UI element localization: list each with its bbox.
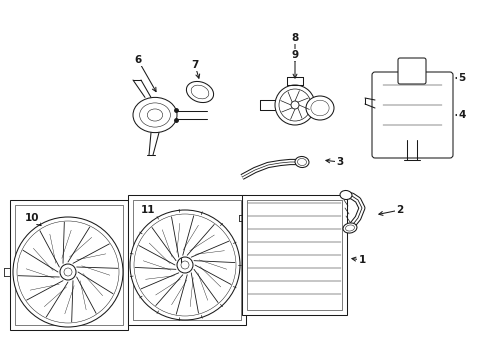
Ellipse shape [311,100,329,116]
Text: 6: 6 [134,55,142,65]
Ellipse shape [133,98,177,132]
Circle shape [134,214,236,316]
Circle shape [181,261,189,269]
Text: 7: 7 [191,60,198,70]
Ellipse shape [140,103,171,127]
FancyBboxPatch shape [398,58,426,84]
Text: 8: 8 [292,33,298,43]
Text: 11: 11 [141,205,155,215]
Circle shape [279,89,311,121]
Circle shape [13,217,123,327]
Bar [15,205,123,325]
Ellipse shape [306,96,334,120]
Circle shape [291,101,299,109]
Ellipse shape [340,190,352,199]
FancyBboxPatch shape [372,72,453,158]
Bar [10,200,128,330]
Bar [133,200,241,320]
Text: 10: 10 [25,213,39,223]
Ellipse shape [343,223,357,233]
Circle shape [60,264,76,280]
Circle shape [275,85,315,125]
Bar [247,200,342,310]
Ellipse shape [345,225,354,231]
Ellipse shape [297,158,306,166]
Ellipse shape [147,109,163,121]
Circle shape [177,257,193,273]
Circle shape [64,268,72,276]
Text: 9: 9 [292,50,298,60]
Ellipse shape [191,85,209,99]
Text: 3: 3 [336,157,343,167]
Bar [128,195,246,325]
Circle shape [17,221,119,323]
Bar [242,195,347,315]
Text: 1: 1 [358,255,366,265]
Text: 2: 2 [396,205,404,215]
Text: 4: 4 [458,110,466,120]
Ellipse shape [295,157,309,167]
Circle shape [130,210,240,320]
Ellipse shape [186,81,214,103]
Text: 5: 5 [458,73,466,83]
